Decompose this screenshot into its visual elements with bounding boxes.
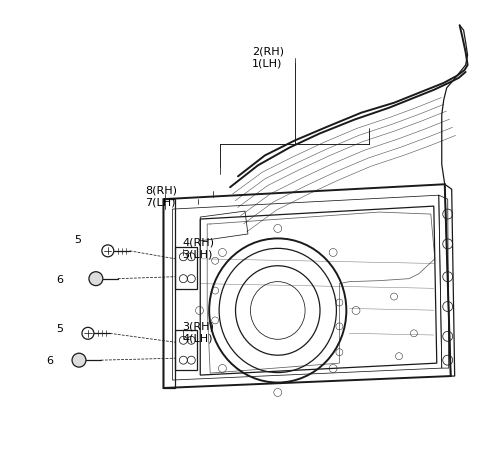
Text: 6: 6 [56,274,63,284]
Text: 3(RH): 3(RH) [182,321,214,331]
Circle shape [89,272,103,286]
Text: 1(LH): 1(LH) [252,58,282,68]
Text: 3(LH): 3(LH) [182,249,213,259]
Text: 2(RH): 2(RH) [252,46,284,56]
Text: 5: 5 [56,324,63,334]
Text: 8(RH): 8(RH) [145,185,178,195]
Circle shape [72,354,86,367]
Text: 5: 5 [74,235,81,244]
Text: 6: 6 [46,355,53,365]
Text: 4(RH): 4(RH) [182,237,215,248]
Text: 7(LH): 7(LH) [145,197,176,207]
Text: 4(LH): 4(LH) [182,332,213,343]
